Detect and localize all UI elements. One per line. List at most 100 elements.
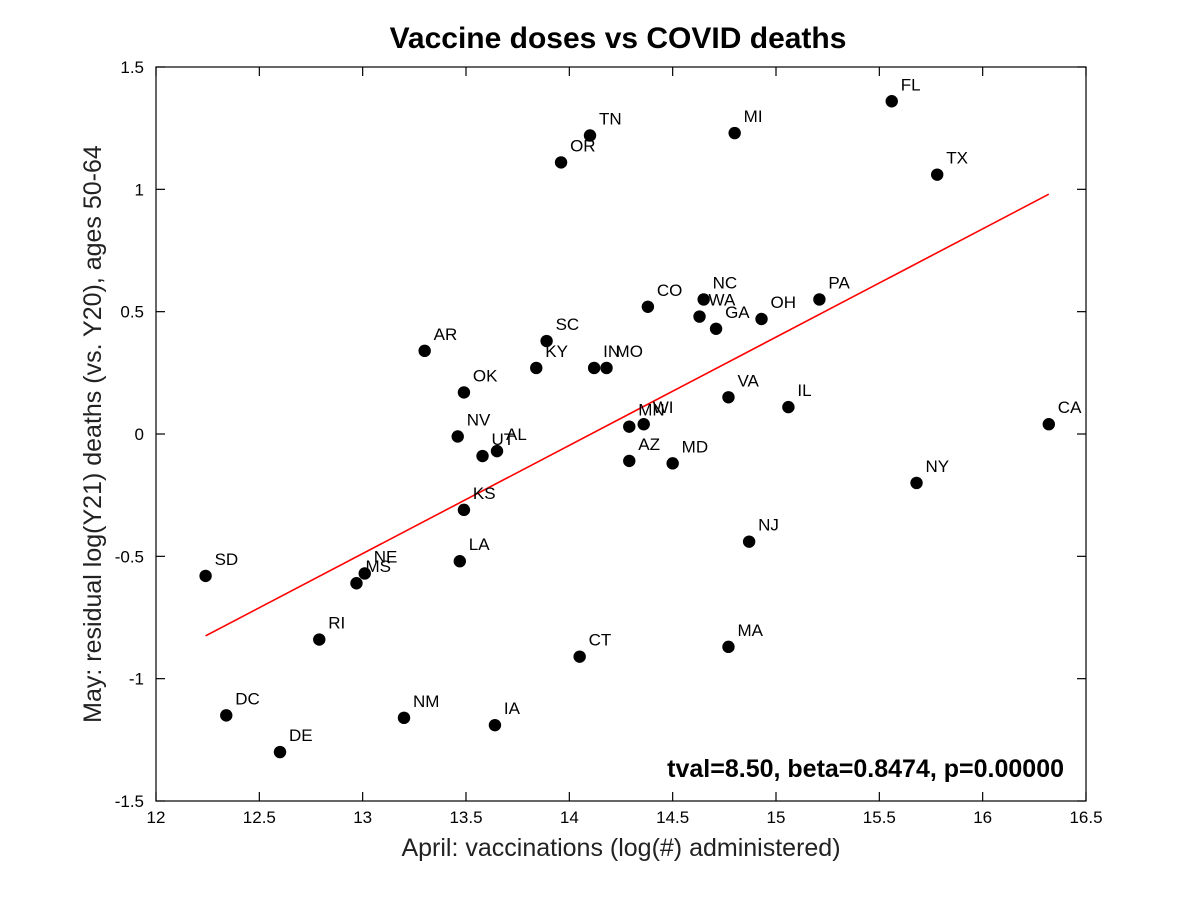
data-point-nm [397, 711, 411, 725]
point-label-la: LA [469, 535, 490, 554]
data-point-fl [885, 95, 898, 108]
data-point-ia [488, 718, 502, 732]
data-point-sd [199, 569, 212, 583]
point-label-ks: KS [473, 484, 496, 503]
point-label-or: OR [570, 136, 596, 155]
data-point-pa [813, 293, 826, 306]
data-point-il [782, 400, 795, 414]
point-label-md: MD [682, 437, 708, 456]
point-label-sd: SD [215, 550, 239, 569]
point-label-ca: CA [1058, 398, 1082, 417]
y-tick-label: 1.5 [120, 58, 144, 77]
data-point-wi [637, 418, 650, 431]
data-point-or [554, 156, 568, 169]
data-point-ga [709, 322, 723, 335]
point-label-nj: NJ [758, 516, 779, 535]
data-point-nc [697, 293, 710, 306]
stats-annotation: tval=8.50, beta=0.8474, p=0.00000 [667, 755, 1064, 783]
y-tick-label: -1.5 [115, 792, 144, 811]
point-label-tx: TX [946, 149, 968, 168]
point-label-tn: TN [599, 110, 622, 129]
point-label-co: CO [657, 281, 683, 300]
data-point-sc [540, 334, 553, 348]
chart-title: Vaccine doses vs COVID deaths [390, 22, 847, 55]
x-tick-label: 16.5 [1069, 808, 1102, 827]
point-label-fl: FL [901, 75, 921, 94]
point-label-ny: NY [926, 457, 950, 476]
x-axis: 12 12.5 13 13.5 14 14.5 15 15.5 16 16.5 [147, 67, 1103, 827]
data-point-in [587, 361, 601, 375]
data-point-dc [220, 709, 233, 722]
point-label-va: VA [737, 371, 759, 390]
data-point-mo [600, 361, 613, 375]
y-tick-label: 1 [135, 180, 144, 199]
data-point-al [490, 444, 504, 458]
point-label-nv: NV [467, 410, 491, 429]
x-tick-label: 16 [973, 808, 992, 827]
point-label-wi: WI [653, 398, 674, 417]
data-point-de [273, 745, 287, 759]
data-point-ca [1042, 418, 1056, 431]
y-tick-label: 0.5 [120, 303, 144, 322]
y-axis: -1.5 -1 -0.5 0 0.5 1 1.5 [115, 58, 1086, 811]
x-tick-label: 15.5 [863, 808, 896, 827]
y-tick-label: -0.5 [115, 547, 144, 566]
y-axis-label: May: residual log(Y21) deaths (vs. Y20),… [79, 145, 107, 723]
y-tick-label: -1 [129, 670, 144, 689]
data-point-ut [476, 449, 489, 463]
point-label-ga: GA [725, 303, 750, 322]
data-point-nj [742, 535, 756, 548]
data-point-ne [358, 567, 371, 580]
data-point-tn [583, 129, 597, 142]
data-point-la [453, 555, 466, 568]
data-point-ct [573, 650, 586, 663]
x-tick-label: 15 [767, 808, 786, 827]
y-tick-label: 0 [135, 425, 144, 444]
point-label-de: DE [289, 726, 313, 745]
point-label-pa: PA [828, 273, 850, 292]
point-label-ri: RI [328, 614, 345, 633]
data-point-az [623, 454, 636, 468]
x-axis-label: April: vaccinations (log(#) administered… [401, 834, 840, 862]
data-point-ky [530, 361, 543, 375]
point-label-ne: NE [374, 547, 398, 566]
x-tick-label: 13 [353, 808, 372, 827]
x-tick-label: 12 [147, 808, 166, 827]
point-label-in: IN [603, 342, 620, 361]
data-point-ok [457, 386, 471, 399]
point-label-mi: MI [744, 107, 763, 126]
data-point-ri [313, 633, 326, 646]
point-label-mn: MN [638, 401, 664, 420]
point-label-az: AZ [638, 435, 660, 454]
point-label-ok: OK [473, 366, 498, 385]
data-point-md [666, 457, 679, 470]
x-tick-label: 13.5 [449, 808, 482, 827]
point-label-ky: KY [545, 342, 568, 361]
point-label-ma: MA [737, 621, 763, 640]
data-point-wa [693, 310, 706, 323]
data-point-ms [350, 577, 363, 590]
point-label-ms: MS [365, 557, 391, 576]
x-tick-label: 14 [560, 808, 579, 827]
point-label-ut: UT [492, 430, 515, 449]
data-point-ny [910, 476, 923, 490]
point-label-ar: AR [434, 325, 458, 344]
point-label-ct: CT [589, 631, 612, 650]
data-point-ma [722, 640, 735, 654]
data-point-oh [755, 312, 768, 326]
data-point-va [722, 391, 735, 404]
data-point-nv [451, 430, 464, 443]
data-point-tx [931, 168, 944, 181]
x-tick-label: 14.5 [656, 808, 689, 827]
point-label-ia: IA [504, 699, 521, 718]
data-point-ar [418, 344, 431, 358]
point-label-al: AL [506, 425, 527, 444]
data-point-co [641, 300, 655, 313]
point-label-wa: WA [709, 291, 736, 310]
point-label-dc: DC [235, 689, 260, 708]
data-point-mn [623, 420, 636, 433]
plot-frame [155, 66, 1087, 802]
point-label-mo: MO [616, 342, 643, 361]
